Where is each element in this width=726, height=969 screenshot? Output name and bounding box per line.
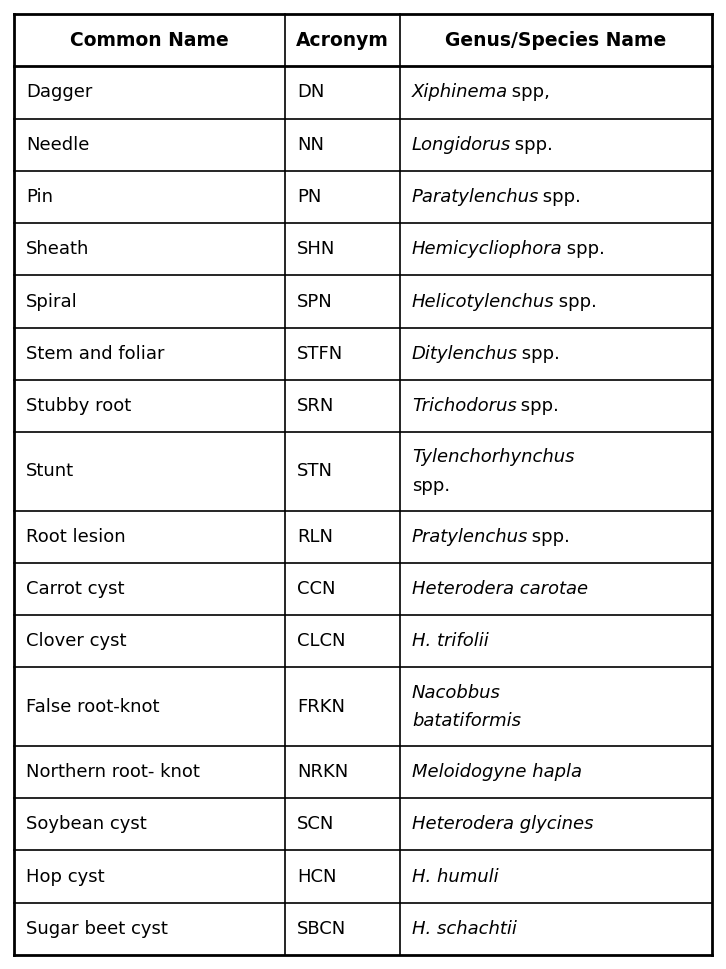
Text: Stunt: Stunt (26, 462, 74, 481)
Text: CLCN: CLCN (297, 633, 346, 650)
Text: HCN: HCN (297, 867, 336, 886)
Text: Soybean cyst: Soybean cyst (26, 815, 147, 833)
Text: Clover cyst: Clover cyst (26, 633, 126, 650)
Text: H. trifolii: H. trifolii (412, 633, 489, 650)
Text: Stubby root: Stubby root (26, 397, 131, 415)
Text: H. schachtii: H. schachtii (412, 920, 517, 938)
Text: Xiphinema: Xiphinema (412, 83, 508, 102)
Text: Pin: Pin (26, 188, 53, 206)
Text: batatiformis: batatiformis (412, 712, 521, 730)
Text: Spiral: Spiral (26, 293, 78, 310)
Text: SBCN: SBCN (297, 920, 346, 938)
Text: False root-knot: False root-knot (26, 698, 160, 716)
Text: NRKN: NRKN (297, 763, 348, 781)
Text: SHN: SHN (297, 240, 335, 259)
Text: Stem and foliar: Stem and foliar (26, 345, 165, 362)
Text: Helicotylenchus: Helicotylenchus (412, 293, 555, 310)
Text: Common Name: Common Name (70, 31, 229, 49)
Text: Northern root- knot: Northern root- knot (26, 763, 200, 781)
Text: PN: PN (297, 188, 322, 206)
Text: RLN: RLN (297, 528, 333, 546)
Text: Nacobbus: Nacobbus (412, 683, 501, 702)
Text: Needle: Needle (26, 136, 89, 154)
Text: Genus/Species Name: Genus/Species Name (445, 31, 666, 49)
Text: SRN: SRN (297, 397, 335, 415)
Text: Ditylenchus: Ditylenchus (412, 345, 518, 362)
Text: spp.: spp. (510, 136, 553, 154)
Text: CCN: CCN (297, 580, 335, 598)
Text: spp.: spp. (515, 397, 559, 415)
Text: Sheath: Sheath (26, 240, 89, 259)
Text: Root lesion: Root lesion (26, 528, 126, 546)
Text: spp.: spp. (537, 188, 582, 206)
Text: DN: DN (297, 83, 325, 102)
Text: Carrot cyst: Carrot cyst (26, 580, 124, 598)
Text: spp.: spp. (552, 293, 597, 310)
Text: Acronym: Acronym (296, 31, 389, 49)
Text: Sugar beet cyst: Sugar beet cyst (26, 920, 168, 938)
Text: Trichodorus: Trichodorus (412, 397, 517, 415)
Text: SPN: SPN (297, 293, 333, 310)
Text: H. humuli: H. humuli (412, 867, 499, 886)
Text: STFN: STFN (297, 345, 343, 362)
Text: spp.: spp. (526, 528, 571, 546)
Text: spp.: spp. (516, 345, 560, 362)
Text: Longidorus: Longidorus (412, 136, 511, 154)
Text: spp,: spp, (506, 83, 550, 102)
Text: NN: NN (297, 136, 324, 154)
Text: Meloidogyne hapla: Meloidogyne hapla (412, 763, 582, 781)
Text: Dagger: Dagger (26, 83, 92, 102)
Text: SCN: SCN (297, 815, 335, 833)
Text: Hemicycliophora: Hemicycliophora (412, 240, 563, 259)
Text: Tylenchorhynchus: Tylenchorhynchus (412, 449, 574, 466)
Text: FRKN: FRKN (297, 698, 345, 716)
Text: Heterodera glycines: Heterodera glycines (412, 815, 593, 833)
Text: Pratylenchus: Pratylenchus (412, 528, 529, 546)
Text: spp.: spp. (560, 240, 605, 259)
Text: spp.: spp. (412, 477, 450, 494)
Text: Paratylenchus: Paratylenchus (412, 188, 539, 206)
Text: STN: STN (297, 462, 333, 481)
Text: Heterodera carotae: Heterodera carotae (412, 580, 588, 598)
Text: Hop cyst: Hop cyst (26, 867, 105, 886)
